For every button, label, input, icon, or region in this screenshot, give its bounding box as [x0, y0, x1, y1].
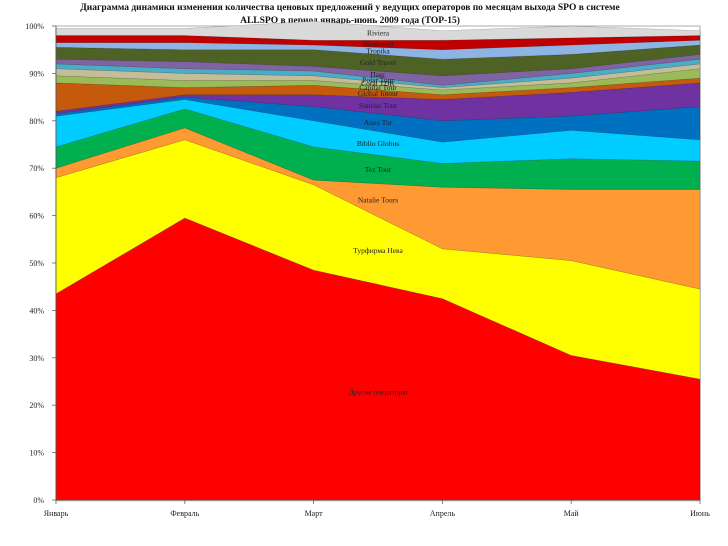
chart-title-line-1: Диаграмма динамики изменения количества … [80, 3, 620, 13]
series-area-15 [55, 21, 701, 41]
series-label-0: Другие операторы [349, 388, 408, 397]
y-tick-label: 100% [25, 22, 44, 31]
series-label-14: Mostravel [363, 39, 393, 48]
series-label-5: Anex Tur [364, 118, 393, 127]
series-label-6: Sunrise Tour [359, 101, 398, 110]
x-tick-label: Май [564, 509, 580, 518]
y-tick-label: 20% [29, 401, 44, 410]
y-tick-label: 60% [29, 212, 44, 221]
x-tick-label: Февраль [170, 509, 199, 518]
series-label-12: Gold Travel [360, 58, 396, 67]
y-tick-label: 50% [29, 259, 44, 268]
y-tick-label: 0% [33, 496, 44, 505]
series-label-13: Tropika [366, 46, 390, 55]
x-tick-label: Апрель [430, 509, 456, 518]
series-label-4: Biblio Globus [357, 139, 399, 148]
series-label-15: Riviera [367, 29, 390, 38]
series-label-3: Tez Tour [365, 165, 392, 174]
series-label-8: Capital Tour [359, 83, 397, 92]
x-tick-label: Январь [44, 509, 69, 518]
series-label-1: Турфирма Нева [353, 246, 403, 255]
series-label-10: Polar Tour [362, 75, 394, 84]
series-label-2: Natalie Tours [358, 196, 398, 205]
y-tick-label: 90% [29, 69, 44, 78]
chart-title: Диаграмма динамики изменения количества … [0, 2, 700, 28]
x-tick-label: Март [305, 509, 324, 518]
x-tick-label: Июнь [690, 509, 710, 518]
y-tick-label: 30% [29, 354, 44, 363]
y-tick-label: 10% [29, 449, 44, 458]
chart-title-line-2: ALLSPO в период январь-июнь 2009 года (T… [240, 16, 460, 26]
series-label-7: Global Intour [358, 89, 399, 98]
y-tick-label: 70% [29, 164, 44, 173]
series-label-9: Coral TDK [361, 79, 395, 88]
series-label-11: Пакс [370, 70, 386, 79]
y-tick-label: 40% [29, 306, 44, 315]
y-tick-label: 80% [29, 117, 44, 126]
